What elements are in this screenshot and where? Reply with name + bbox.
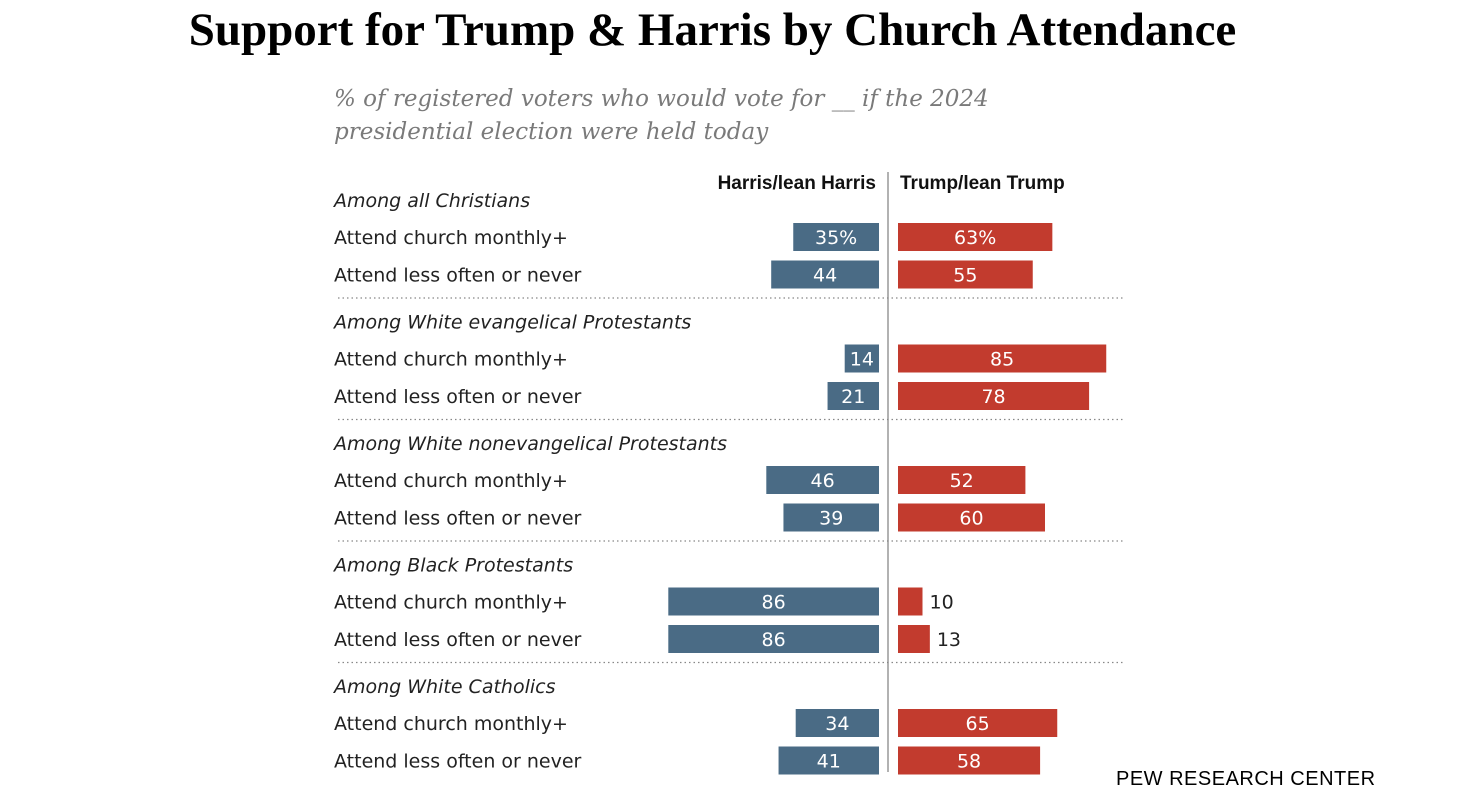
group-label: Among Black Protestants (332, 555, 573, 577)
trump-bar (898, 260, 1033, 289)
harris-bar (827, 382, 879, 410)
row-label: Attend less often or never (334, 751, 582, 773)
row-label: Attend less often or never (334, 386, 582, 408)
group-label: Among White Catholics (332, 676, 556, 698)
harris-value-label: 34 (825, 713, 849, 735)
harris-bar (844, 344, 879, 373)
trump-bar (898, 746, 1041, 775)
harris-value-label: 14 (850, 349, 874, 371)
harris-bar (778, 746, 879, 775)
series-header-trump: Trump/lean Trump (900, 173, 1065, 194)
trump-value-label: 65 (966, 713, 990, 735)
trump-value-label: 10 (930, 592, 954, 614)
trump-bar (898, 466, 1026, 494)
trump-bar (898, 223, 1053, 251)
harris-value-label: 39 (819, 508, 843, 530)
row-label: Attend less often or never (334, 508, 582, 530)
chart-subtitle: % of registered voters who would vote fo… (334, 83, 1054, 149)
row-label: Attend church monthly+ (334, 592, 568, 614)
trump-value-label: 63% (954, 227, 996, 249)
trump-value-label: 85 (990, 349, 1014, 371)
row-label: Attend less often or never (334, 265, 582, 287)
trump-bar (898, 709, 1058, 737)
trump-bar (898, 382, 1090, 410)
harris-bar (668, 587, 879, 616)
harris-value-label: 46 (811, 470, 835, 492)
trump-bar (898, 625, 930, 653)
trump-bar (898, 587, 923, 616)
series-header-harris: Harris/lean Harris (718, 173, 876, 194)
trump-bar (898, 503, 1045, 532)
row-label: Attend church monthly+ (334, 713, 568, 735)
row-label: Attend church monthly+ (334, 470, 568, 492)
harris-bar (783, 503, 879, 532)
trump-bar (898, 344, 1107, 373)
trump-value-label: 78 (981, 386, 1005, 408)
chart-title: Support for Trump & Harris by Church Att… (188, 4, 1237, 56)
row-label: Attend church monthly+ (334, 227, 568, 249)
subtitle-line-1: % of registered voters who would vote fo… (334, 86, 989, 112)
harris-value-label: 35% (815, 227, 857, 249)
harris-value-label: 44 (813, 265, 837, 287)
group-label: Among White evangelical Protestants (332, 312, 691, 334)
source-credit: PEW RESEARCH CENTER (1116, 768, 1376, 790)
harris-value-label: 41 (817, 751, 841, 773)
trump-value-label: 58 (957, 751, 981, 773)
harris-bar (766, 466, 879, 494)
harris-bar (668, 625, 879, 653)
trump-value-label: 55 (953, 265, 977, 287)
group-label: Among all Christians (332, 190, 530, 212)
harris-bar (793, 223, 879, 251)
row-label: Attend church monthly+ (334, 349, 568, 371)
row-label: Attend less often or never (334, 629, 582, 651)
trump-value-label: 13 (937, 629, 961, 651)
trump-value-label: 60 (959, 508, 983, 530)
group-label: Among White nonevangelical Protestants (332, 433, 727, 455)
subtitle-line-2: presidential election were held today (334, 119, 769, 145)
harris-value-label: 86 (762, 629, 786, 651)
harris-bar (771, 260, 879, 289)
trump-value-label: 52 (950, 470, 974, 492)
harris-value-label: 86 (762, 592, 786, 614)
harris-bar (795, 709, 879, 737)
harris-value-label: 21 (841, 386, 865, 408)
